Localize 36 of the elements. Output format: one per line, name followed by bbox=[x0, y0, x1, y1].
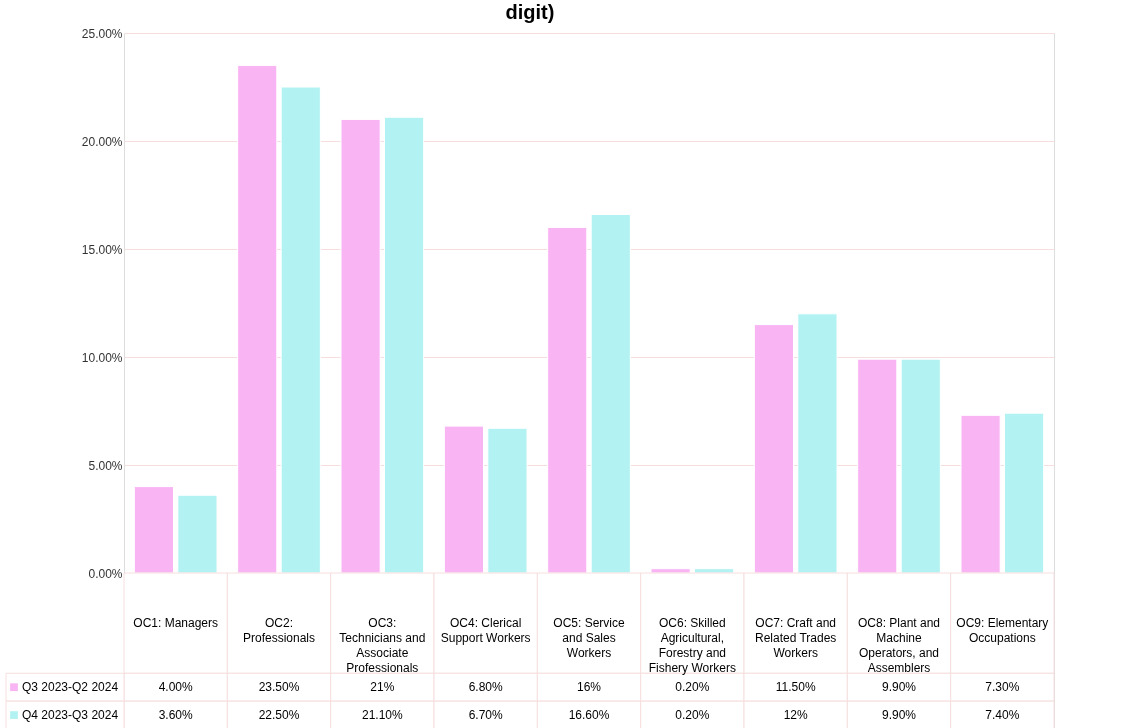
x-tick-label: OC3: Technicians and Associate Professionals bbox=[339, 616, 426, 676]
x-tick-label: OC9: Elementary Occupations bbox=[956, 616, 1049, 646]
chart-title: digit) bbox=[505, 0, 555, 23]
x-tick-label: OC6: Skilled Agricultural, Forestry and Fishery Workers bbox=[648, 616, 736, 676]
x-tick-label: OC8: Plant and Machine Operators, and Assemblers bbox=[857, 616, 941, 676]
x-tick-label: OC7: Craft and Related Trades Workers bbox=[754, 616, 837, 661]
x-tick-label: OC4: Clerical Support Workers bbox=[440, 616, 531, 646]
x-tick-label: OC2: Professionals bbox=[242, 616, 316, 646]
y-tick-label: 15.00% bbox=[81, 242, 123, 257]
data-label: 0.20% bbox=[675, 680, 710, 695]
y-tick-label: 5.00% bbox=[88, 458, 123, 473]
data-label: 12% bbox=[783, 708, 808, 723]
legend-label: Q4 2023-Q3 2024 bbox=[22, 708, 119, 723]
data-label: 16% bbox=[576, 680, 602, 695]
data-label: 3.60% bbox=[158, 708, 194, 723]
data-label: 23.50% bbox=[258, 680, 300, 695]
x-tick-label: OC1: Managers bbox=[133, 616, 219, 631]
x-tick-label: OC5: Service and Sales Workers bbox=[553, 616, 625, 661]
data-label: 4.00% bbox=[158, 680, 194, 695]
legend-label: Q3 2023-Q2 2024 bbox=[22, 680, 119, 695]
data-label: 11.50% bbox=[775, 680, 816, 695]
data-label: 7.30% bbox=[985, 680, 1020, 695]
data-label: 9.90% bbox=[881, 708, 917, 723]
data-label: 22.50% bbox=[258, 708, 300, 723]
y-tick-label: 25.00% bbox=[81, 26, 123, 41]
y-tick-label: 0.00% bbox=[88, 566, 123, 581]
data-label: 21.10% bbox=[361, 708, 404, 723]
data-label: 21% bbox=[370, 680, 395, 695]
y-tick-label: 10.00% bbox=[81, 350, 123, 365]
data-label: 7.40% bbox=[985, 708, 1020, 723]
data-label: 9.90% bbox=[881, 680, 917, 695]
data-label: 6.80% bbox=[468, 680, 504, 695]
y-tick-label: 20.00% bbox=[81, 134, 123, 149]
data-label: 0.20% bbox=[675, 708, 710, 723]
data-label: 6.70% bbox=[468, 708, 504, 723]
data-label: 16.60% bbox=[568, 708, 610, 723]
